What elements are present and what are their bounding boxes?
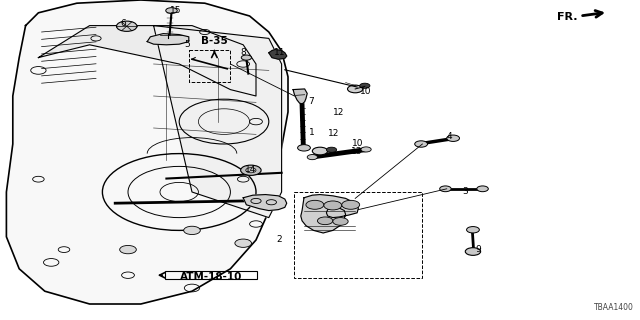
Circle shape (235, 239, 252, 247)
Polygon shape (243, 195, 287, 211)
Bar (165, 271, 257, 279)
Text: 7: 7 (308, 97, 314, 106)
Text: 15: 15 (170, 6, 181, 15)
Text: 3: 3 (462, 187, 468, 196)
Circle shape (306, 200, 324, 209)
Circle shape (465, 248, 481, 255)
Text: 13: 13 (351, 147, 362, 156)
Polygon shape (269, 50, 287, 59)
Text: 4: 4 (447, 132, 452, 141)
Text: 11: 11 (274, 48, 285, 57)
Circle shape (361, 147, 371, 152)
Text: TBAA1400: TBAA1400 (594, 303, 634, 312)
Text: 14: 14 (244, 165, 256, 174)
Polygon shape (147, 34, 189, 45)
Text: 10: 10 (352, 139, 364, 148)
Text: FR.: FR. (557, 12, 577, 22)
Circle shape (342, 200, 360, 209)
Bar (189, 50, 230, 82)
Text: B-35: B-35 (201, 36, 228, 46)
Circle shape (116, 21, 137, 31)
Text: 1: 1 (309, 128, 315, 137)
Polygon shape (6, 0, 288, 304)
Circle shape (333, 218, 348, 225)
Text: 8: 8 (240, 48, 246, 57)
Polygon shape (301, 195, 358, 233)
Circle shape (467, 227, 479, 233)
Text: 5: 5 (184, 40, 190, 49)
Text: 12: 12 (333, 108, 344, 117)
Polygon shape (293, 89, 307, 104)
Circle shape (440, 186, 451, 192)
Circle shape (324, 201, 342, 210)
Bar (294, 192, 422, 278)
Circle shape (477, 186, 488, 192)
Circle shape (415, 141, 428, 147)
Circle shape (241, 165, 261, 175)
Circle shape (166, 8, 177, 13)
Polygon shape (38, 26, 256, 96)
Circle shape (312, 147, 328, 155)
Text: ATM-18-10: ATM-18-10 (180, 272, 243, 282)
Circle shape (184, 226, 200, 235)
Polygon shape (154, 26, 282, 218)
Circle shape (360, 83, 370, 88)
Circle shape (307, 155, 317, 160)
Circle shape (348, 85, 363, 93)
Circle shape (120, 245, 136, 254)
Circle shape (241, 55, 252, 60)
Text: 9: 9 (475, 245, 481, 254)
Text: 10: 10 (360, 87, 371, 96)
Circle shape (298, 145, 310, 151)
Text: 2: 2 (276, 236, 282, 244)
Text: 6: 6 (120, 19, 126, 28)
Circle shape (317, 217, 333, 225)
FancyArrowPatch shape (582, 11, 602, 17)
Circle shape (326, 147, 337, 152)
Circle shape (447, 135, 460, 141)
Text: 12: 12 (328, 129, 340, 138)
